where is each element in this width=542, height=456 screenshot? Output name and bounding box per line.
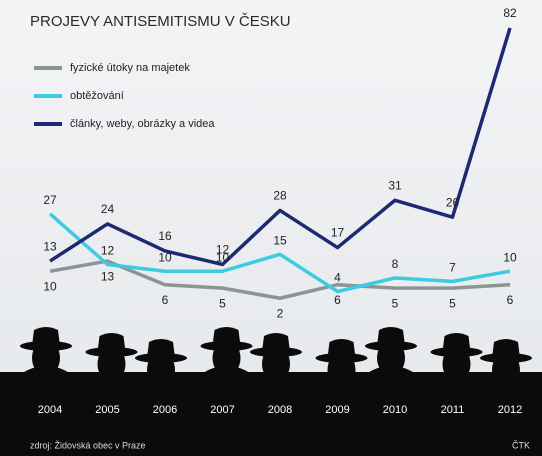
x-tick-label: 2004 <box>38 404 62 416</box>
source: zdroj: Židovská obec v Praze <box>30 440 146 450</box>
data-label: 5 <box>219 296 226 310</box>
data-label: 2 <box>277 306 284 320</box>
data-label: 12 <box>101 244 115 258</box>
series-line <box>49 259 511 300</box>
shoulders <box>242 372 310 424</box>
data-label: 13 <box>101 269 115 283</box>
data-label: 82 <box>503 6 517 20</box>
x-tick-label: 2006 <box>153 404 177 416</box>
legend-label: fyzické útoky na majetek <box>70 62 190 74</box>
data-label: 6 <box>162 293 169 307</box>
legend-label: obtěžování <box>70 90 124 102</box>
hat-crown <box>97 333 126 352</box>
data-label: 10 <box>158 250 172 264</box>
x-tick-label: 2009 <box>325 404 349 416</box>
data-label: 31 <box>388 178 402 192</box>
hat-crown <box>327 339 356 358</box>
hat-crown <box>262 333 290 352</box>
data-label: 5 <box>392 296 399 310</box>
chart-title: PROJEVY ANTISEMITISMU V ČESKU <box>30 13 291 30</box>
data-label: 6 <box>507 293 514 307</box>
series-line <box>49 27 512 267</box>
data-label: 16 <box>158 229 172 243</box>
data-label: 10 <box>503 250 517 264</box>
silhouettes <box>0 327 542 456</box>
data-label: 4 <box>334 271 341 285</box>
x-tick-label: 2007 <box>210 404 234 416</box>
data-label: 13 <box>43 239 57 253</box>
legend-label: články, weby, obrázky a videa <box>70 118 215 130</box>
data-label: 7 <box>449 261 456 275</box>
series-line <box>48 212 511 294</box>
hat-crown <box>492 339 520 358</box>
data-label: 26 <box>446 195 460 209</box>
data-label: 8 <box>392 257 399 271</box>
data-label: 12 <box>216 243 230 257</box>
data-label: 17 <box>331 226 345 240</box>
credit: ČTK <box>512 440 530 450</box>
x-tick-label: 2012 <box>498 404 522 416</box>
shoulders <box>357 366 425 418</box>
data-label: 6 <box>334 293 341 307</box>
shoulders <box>472 378 540 430</box>
x-tick-label: 2011 <box>441 404 465 416</box>
x-tick-label: 2010 <box>383 404 407 416</box>
shoulders <box>12 366 80 418</box>
data-label: 27 <box>43 193 57 207</box>
x-tick-label: 2008 <box>268 404 292 416</box>
hat-crown <box>377 327 405 346</box>
data-label: 10 <box>216 250 230 264</box>
data-label: 24 <box>101 202 115 216</box>
data-label: 5 <box>449 296 456 310</box>
hat-crown <box>32 327 60 346</box>
data-label: 10 <box>43 279 57 293</box>
hat-crown <box>147 339 175 358</box>
data-label: 28 <box>273 189 287 203</box>
data-label: 15 <box>273 234 287 248</box>
x-tick-label: 2005 <box>95 404 119 416</box>
hat-crown <box>442 333 471 352</box>
hat-crown <box>212 327 241 346</box>
shoulders <box>127 378 195 430</box>
